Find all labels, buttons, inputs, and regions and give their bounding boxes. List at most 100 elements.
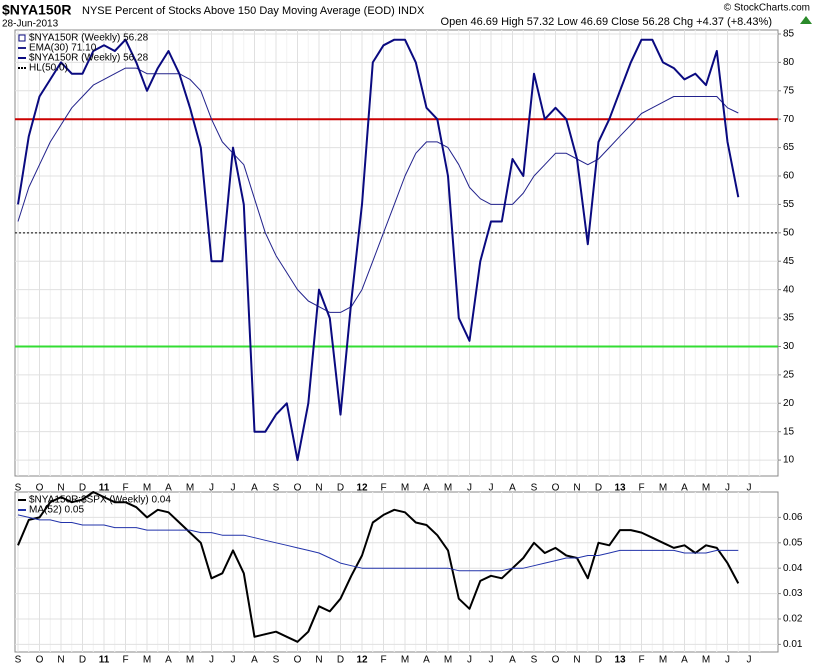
y-tick-label: 35	[783, 313, 795, 324]
y-tick-label: 20	[783, 398, 795, 409]
x-tick-label: N	[315, 655, 322, 666]
exchange: INDX	[398, 5, 425, 17]
y-tick-label: 30	[783, 341, 795, 352]
x-tick-label: F	[638, 483, 644, 494]
x-tick-label: N	[573, 483, 580, 494]
x-tick-label: O	[552, 655, 560, 666]
y-tick-label: 45	[783, 256, 795, 267]
y-tick-label: 75	[783, 85, 795, 96]
y-tick-label: 80	[783, 57, 795, 68]
legend-label: MA(52) 0.05	[29, 505, 84, 516]
change-arrow	[800, 16, 812, 24]
x-tick-label: S	[15, 483, 22, 494]
x-tick-label: A	[251, 655, 258, 666]
y-tick-label: 0.06	[783, 512, 803, 523]
x-tick-label: A	[681, 655, 688, 666]
x-tick-label: A	[251, 483, 258, 494]
y-tick-label: 55	[783, 199, 795, 210]
x-tick-label: D	[595, 655, 602, 666]
legend-label: EMA(30) 71.10	[29, 43, 97, 54]
plot-area	[14, 29, 779, 477]
x-tick-label: M	[659, 483, 667, 494]
x-tick-label: M	[702, 655, 710, 666]
y-tick-label: 85	[783, 29, 795, 40]
x-tick-label: F	[638, 655, 644, 666]
x-tick-label: F	[380, 483, 386, 494]
x-tick-label: M	[186, 655, 194, 666]
x-tick-label: A	[165, 483, 172, 494]
y-tick-label: 50	[783, 227, 795, 238]
y-tick-label: 0.01	[783, 639, 803, 650]
x-tick-label: 12	[356, 655, 368, 666]
x-tick-label: J	[231, 483, 236, 494]
x-tick-label: 13	[614, 483, 626, 494]
x-tick-label: M	[659, 655, 667, 666]
x-tick-label: J	[209, 655, 214, 666]
x-tick-label: O	[552, 483, 560, 494]
y-tick-label: 0.04	[783, 563, 803, 574]
x-tick-label: M	[702, 483, 710, 494]
x-tick-label: A	[509, 483, 516, 494]
y-tick-label: 60	[783, 171, 795, 182]
x-tick-label: A	[423, 483, 430, 494]
x-tick-label: S	[531, 655, 538, 666]
x-tick-label: A	[423, 655, 430, 666]
x-tick-label: J	[489, 655, 494, 666]
x-tick-label: J	[231, 655, 236, 666]
x-tick-label: J	[747, 483, 752, 494]
y-tick-label: 10	[783, 455, 795, 466]
x-tick-label: S	[273, 483, 280, 494]
x-tick-label: M	[143, 483, 151, 494]
x-tick-label: 13	[614, 655, 626, 666]
x-tick-label: F	[122, 483, 128, 494]
series-line	[17, 491, 740, 643]
x-tick-label: O	[294, 483, 302, 494]
x-tick-label: N	[573, 655, 580, 666]
y-tick-label: 0.02	[783, 614, 803, 625]
y-tick-label: 65	[783, 142, 795, 153]
date: 28-Jun-2013	[2, 19, 59, 30]
x-tick-label: 11	[99, 655, 110, 666]
x-tick-label: O	[294, 655, 302, 666]
x-tick-label: M	[186, 483, 194, 494]
y-tick-label: 25	[783, 370, 795, 381]
x-tick-label: M	[143, 655, 151, 666]
series-line	[17, 38, 740, 462]
source: © StockCharts.com	[724, 3, 810, 14]
plot-area	[14, 491, 779, 653]
x-tick-label: N	[315, 483, 322, 494]
x-tick-label: J	[725, 655, 730, 666]
legend-icon	[18, 34, 26, 42]
x-tick-label: N	[57, 655, 64, 666]
quote: Open 46.69 High 57.32 Low 46.69 Close 56…	[441, 16, 772, 28]
x-tick-label: J	[209, 483, 214, 494]
chart-subtitle: NYSE Percent of Stocks Above 150 Day Mov…	[82, 5, 395, 17]
x-tick-label: D	[79, 655, 86, 666]
y-tick-label: 0.03	[783, 588, 803, 599]
x-tick-label: J	[467, 655, 472, 666]
x-tick-label: J	[725, 483, 730, 494]
x-tick-label: A	[681, 483, 688, 494]
legend-label: HL(50.0)	[29, 63, 68, 74]
chart-title: $NYA150R	[2, 2, 72, 18]
x-tick-label: J	[489, 483, 494, 494]
y-tick-label: 0.05	[783, 537, 803, 548]
x-tick-label: D	[79, 483, 86, 494]
x-tick-label: S	[273, 655, 280, 666]
x-tick-label: D	[337, 655, 344, 666]
x-tick-label: O	[36, 655, 44, 666]
x-tick-label: D	[337, 483, 344, 494]
x-tick-label: M	[444, 483, 452, 494]
x-tick-label: S	[531, 483, 538, 494]
x-tick-label: J	[467, 483, 472, 494]
x-tick-label: M	[401, 483, 409, 494]
x-tick-label: 12	[356, 483, 368, 494]
legend-label: $NYA150R (Weekly) 56.28	[29, 53, 149, 64]
x-tick-label: A	[509, 655, 516, 666]
x-tick-label: J	[747, 655, 752, 666]
x-tick-label: M	[401, 655, 409, 666]
legend-label: $NYA150R:$SPX (Weekly) 0.04	[29, 495, 171, 506]
x-tick-label: M	[444, 655, 452, 666]
x-tick-label: O	[36, 483, 44, 494]
